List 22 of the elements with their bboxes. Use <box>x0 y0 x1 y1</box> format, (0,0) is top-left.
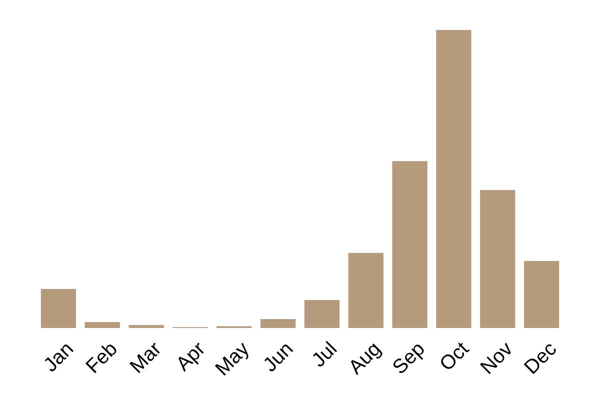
x-tick-label: Mar <box>126 338 166 378</box>
bar <box>40 288 76 328</box>
x-tick-label: Dec <box>520 338 562 379</box>
x-tick-label: Jun <box>259 338 298 376</box>
bar <box>480 190 516 328</box>
bar <box>348 252 384 328</box>
bar <box>128 325 164 328</box>
x-tick-label: Apr <box>172 338 210 376</box>
bar <box>436 30 472 328</box>
bar <box>524 260 560 328</box>
x-tick-label: May <box>211 338 254 380</box>
bar <box>304 300 340 328</box>
x-tick-label: Feb <box>82 338 122 378</box>
bar <box>84 322 120 328</box>
x-tick-label: Oct <box>436 338 474 376</box>
bar <box>260 319 296 328</box>
bar <box>392 161 428 328</box>
x-tick-label: Jan <box>40 338 78 376</box>
x-tick-label: Nov <box>476 338 518 379</box>
x-tick-label: Aug <box>344 338 386 379</box>
x-tick-label: Jul <box>308 338 342 372</box>
x-tick-label: Sep <box>388 338 430 379</box>
